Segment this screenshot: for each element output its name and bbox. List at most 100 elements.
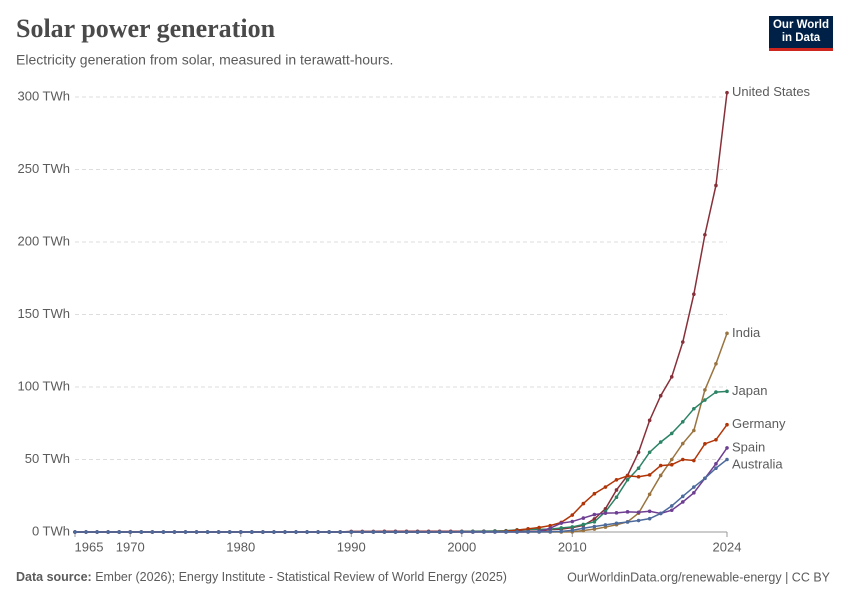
point (647, 509, 652, 514)
point (106, 530, 110, 534)
point (680, 500, 685, 504)
point (603, 511, 608, 515)
point (227, 530, 232, 534)
series-label: India (732, 325, 761, 340)
point (692, 406, 696, 411)
point (327, 530, 331, 534)
point (548, 526, 552, 531)
logo-box (769, 16, 833, 50)
point (725, 389, 729, 394)
point (680, 420, 685, 424)
y-tick-label: 50 TWh (25, 451, 70, 466)
point (725, 90, 729, 95)
point (658, 440, 663, 444)
point (128, 530, 133, 534)
x-tick-label: 1970 (116, 539, 145, 554)
x-tick-label: 2010 (558, 539, 587, 554)
chart-subtitle: Electricity generation from solar, measu… (16, 52, 393, 68)
series-line (75, 92, 728, 533)
point (537, 525, 541, 530)
point (647, 418, 652, 423)
point (559, 529, 564, 534)
point (338, 530, 343, 534)
point (426, 530, 431, 534)
point (183, 530, 188, 534)
point (360, 530, 365, 534)
point (614, 495, 619, 500)
chart-title: Solar power generation (16, 14, 276, 43)
point (669, 508, 674, 513)
point (482, 530, 486, 534)
point (603, 485, 608, 489)
point (714, 462, 718, 466)
point (603, 523, 608, 527)
x-tick-label: 2000 (447, 539, 476, 554)
point (658, 473, 663, 478)
point (647, 516, 652, 521)
point (703, 476, 707, 481)
point (216, 530, 221, 534)
point (283, 530, 287, 534)
point (570, 519, 575, 524)
logo-bar (769, 48, 833, 51)
point (581, 526, 586, 531)
point (625, 510, 630, 514)
point (680, 457, 685, 462)
point (714, 437, 718, 442)
point (559, 526, 564, 530)
series-line (75, 447, 728, 533)
y-tick-label: 100 TWh (17, 378, 70, 393)
point (692, 485, 696, 489)
y-tick-label: 150 TWh (17, 306, 70, 321)
source-text: Ember (2026); Energy Institute - Statist… (95, 570, 507, 584)
point (669, 462, 674, 467)
point (680, 441, 685, 446)
point (238, 530, 243, 534)
point (669, 375, 674, 379)
point (150, 530, 155, 534)
point (570, 525, 575, 529)
footer-url: OurWorldinData.org/renewable-energy | CC… (567, 570, 831, 584)
point (692, 428, 696, 433)
point (537, 530, 541, 534)
series-line (75, 458, 728, 533)
point (725, 422, 729, 427)
point (316, 530, 320, 534)
point (194, 530, 199, 534)
logo-text: Our World in Data (772, 19, 829, 44)
y-tick-label: 200 TWh (17, 233, 70, 248)
point (95, 530, 99, 534)
point (647, 473, 652, 477)
point (548, 523, 552, 528)
point (592, 491, 597, 496)
point (725, 331, 729, 336)
point (73, 530, 77, 534)
point (504, 530, 508, 534)
point (636, 474, 641, 479)
y-tick-label: 300 TWh (17, 88, 70, 103)
y-tick-label: 250 TWh (17, 161, 70, 176)
point (172, 530, 177, 534)
point (415, 530, 420, 534)
point (205, 530, 210, 534)
point (669, 457, 674, 462)
point (526, 530, 530, 534)
point (393, 530, 398, 534)
point (84, 530, 88, 534)
point (592, 517, 597, 521)
point (658, 511, 663, 516)
point (448, 530, 453, 534)
point (636, 450, 641, 455)
point (515, 530, 519, 534)
point (581, 501, 586, 506)
point (592, 527, 597, 531)
point (570, 513, 575, 517)
point (658, 463, 663, 468)
point (714, 466, 718, 471)
point (658, 393, 663, 398)
logo: Our World in Data (772, 19, 829, 44)
point (459, 530, 464, 534)
x-tick-label: 1980 (226, 539, 255, 554)
point (581, 516, 586, 520)
